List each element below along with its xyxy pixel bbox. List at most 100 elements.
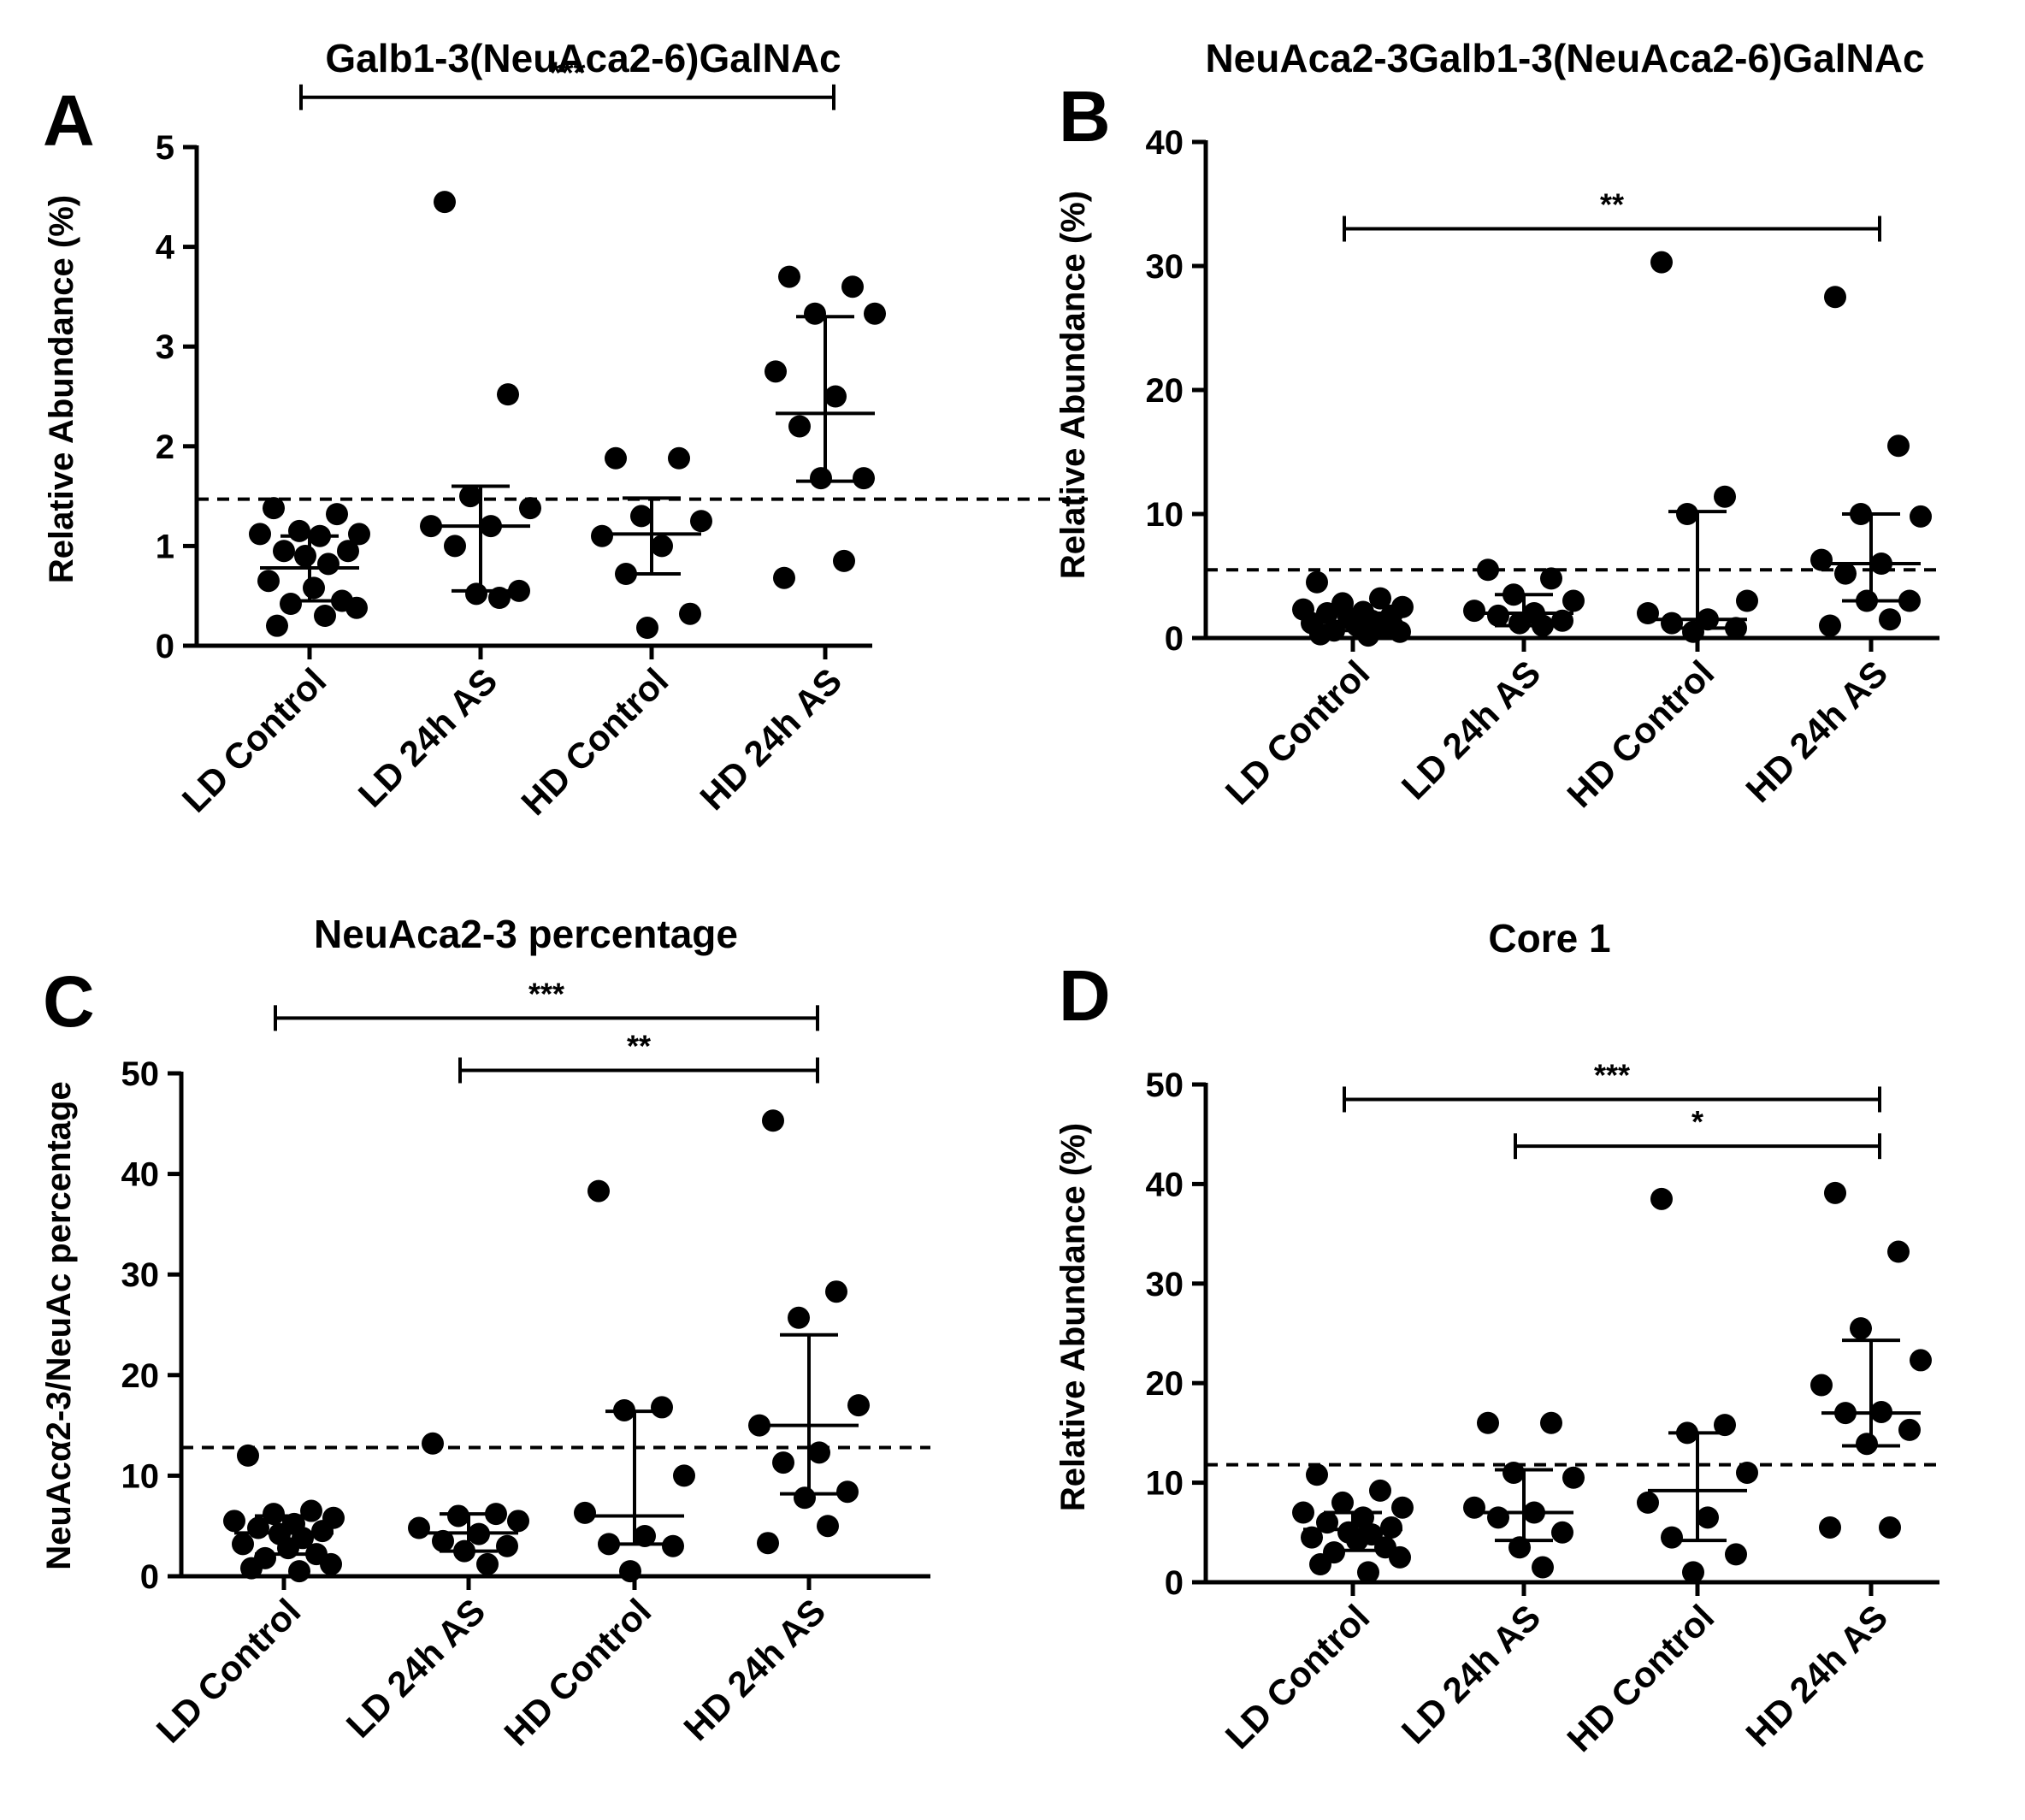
panel-a-y-tick-label: 5	[156, 129, 174, 167]
panel-d-data-point	[1562, 1466, 1585, 1489]
panel-c-data-point	[232, 1533, 254, 1556]
panel-d-data-point	[1887, 1240, 1910, 1263]
panel-a-data-point	[824, 385, 847, 408]
panel-d-data-point	[1309, 1553, 1331, 1576]
panel-a-data-point	[679, 602, 701, 625]
panel-b-data-point	[1540, 567, 1562, 590]
panel-a-data-point	[459, 485, 481, 508]
panel-a-data-point	[294, 545, 316, 568]
panel-c-y-tick-label: 40	[121, 1156, 160, 1194]
panel-a-data-point	[519, 497, 541, 520]
panel-a-data-point	[497, 383, 519, 406]
panel-b-y-tick-label: 10	[1146, 496, 1184, 534]
panel-b-group-1	[1463, 558, 1585, 637]
panel-d-data-point	[1292, 1501, 1314, 1524]
panel-c-data-point	[587, 1179, 610, 1202]
panel-c-data-point	[772, 1451, 794, 1474]
panel-d-group-3	[1810, 1181, 1932, 1539]
panel-a-data-point	[636, 617, 658, 640]
panel-c-data-point	[651, 1396, 673, 1419]
panel-b-data-point	[1551, 609, 1573, 632]
panel-d-data-point	[1682, 1561, 1704, 1584]
panel-a-data-point	[444, 535, 466, 558]
panel-a-y-axis-label: Relative Abundance (%)	[43, 195, 80, 583]
panel-d-y-tick-label: 50	[1146, 1067, 1184, 1104]
panel-c-data-point	[619, 1560, 641, 1583]
panel-b-data-point	[1369, 587, 1391, 610]
panel-b-x-tick-label: LD Control	[1218, 653, 1378, 812]
panel-d-y-tick-label: 0	[1165, 1564, 1184, 1602]
panel-c-x-tick-label: HD Control	[496, 1591, 658, 1753]
panel-a-plot: 0 1 2 3 4 5 LD Control LD 24h AS HD Control HD 24…	[156, 56, 1088, 823]
panel-d-data-point	[1391, 1496, 1414, 1519]
panel-a-data-point	[508, 579, 530, 602]
panel-b-data-point	[1357, 624, 1379, 647]
panel-b-data-point	[1736, 589, 1758, 612]
panel-a-y-tick-label: 1	[156, 528, 174, 565]
panel-b-data-point	[1887, 434, 1910, 458]
panel-b-data-point	[1725, 617, 1747, 640]
panel-d-data-point	[1487, 1506, 1509, 1529]
panel-a-data-point	[810, 467, 832, 490]
panel-b: B NeuAca2-3Galb1-3(NeuAca2-6)GalNAc Rela…	[1054, 36, 1939, 815]
panel-d-data-point	[1301, 1526, 1323, 1549]
panel-a-data-point	[630, 505, 652, 528]
panel-a-data-point	[326, 503, 348, 526]
panel-d-x-tick-label: HD 24h AS	[1738, 1597, 1895, 1754]
panel-letter-a: A	[43, 80, 95, 161]
panel-c-y-tick-label: 50	[121, 1055, 160, 1093]
panel-b-data-point	[1898, 589, 1921, 612]
panel-b-data-point	[1661, 612, 1683, 635]
panel-a-x-tick-label: LD Control	[174, 660, 334, 820]
panel-d-data-point	[1898, 1418, 1921, 1441]
panel-d-data-point	[1910, 1349, 1932, 1372]
panel-a-data-point	[773, 566, 795, 589]
panel-d-data-point	[1331, 1491, 1354, 1514]
panel-c-data-point	[320, 1552, 342, 1575]
panel-b-data-point	[1562, 589, 1585, 612]
panel-a-data-point	[778, 265, 800, 288]
panel-a-group-0	[249, 497, 370, 637]
panel-d-data-point	[1503, 1461, 1525, 1484]
panel-c-data-point	[507, 1510, 529, 1533]
panel-a-x-tick-label: LD 24h AS	[351, 660, 505, 815]
panel-b-significance-label: **	[1600, 187, 1624, 222]
panel-b-y-tick-label: 40	[1146, 124, 1184, 162]
panel-d-data-point	[1856, 1433, 1878, 1456]
panel-a-data-point	[288, 519, 310, 542]
panel-b-y-tick-label: 30	[1146, 248, 1184, 286]
panel-d-x-tick-label: LD 24h AS	[1394, 1597, 1549, 1752]
panel-a-data-point	[257, 570, 280, 593]
panel-c-data-point	[223, 1510, 245, 1533]
panel-d-x-tick-label: HD Control	[1559, 1597, 1721, 1759]
panel-c-significance-label: **	[627, 1028, 651, 1063]
panel-d-plot: 0 10 20 30 40 50 LD Control LD 24h AS HD Control…	[1146, 1057, 1939, 1759]
panel-c-data-point	[496, 1534, 518, 1557]
panel-a-data-point	[605, 446, 627, 470]
panel-a-data-point	[864, 302, 886, 325]
panel-c-data-point	[277, 1537, 299, 1560]
panel-d-data-point	[1879, 1516, 1901, 1539]
panel-b-data-point	[1389, 620, 1411, 643]
panel-b-y-tick-label: 0	[1165, 620, 1184, 658]
panel-c-group-1	[408, 1432, 529, 1575]
panel-d-group-0	[1292, 1463, 1414, 1584]
panel-b-title: NeuAca2-3Galb1-3(NeuAca2-6)GalNAc	[1205, 36, 1924, 80]
panel-d-data-point	[1551, 1521, 1573, 1544]
panel-d-data-point	[1697, 1506, 1719, 1529]
panel-c-data-point	[408, 1516, 430, 1539]
panel-a-data-point	[465, 582, 487, 606]
panel-d-data-point	[1306, 1463, 1328, 1486]
panel-d-data-point	[1380, 1516, 1402, 1539]
panel-c-y-axis-label: NeuAcα2-3/NeuAc percentage	[40, 1081, 78, 1569]
panel-a-y-tick-label: 2	[156, 428, 174, 466]
panel-d-y-tick-label: 30	[1146, 1266, 1184, 1303]
panel-a-data-point	[434, 191, 456, 214]
panel-b-data-point	[1682, 620, 1704, 643]
panel-a-data-point	[314, 605, 336, 628]
panel-c-x-tick-label: LD 24h AS	[339, 1591, 493, 1746]
panel-c-y-tick-label: 20	[121, 1357, 160, 1395]
panel-d-data-point	[1357, 1561, 1379, 1584]
panel-d-data-point	[1824, 1181, 1846, 1204]
